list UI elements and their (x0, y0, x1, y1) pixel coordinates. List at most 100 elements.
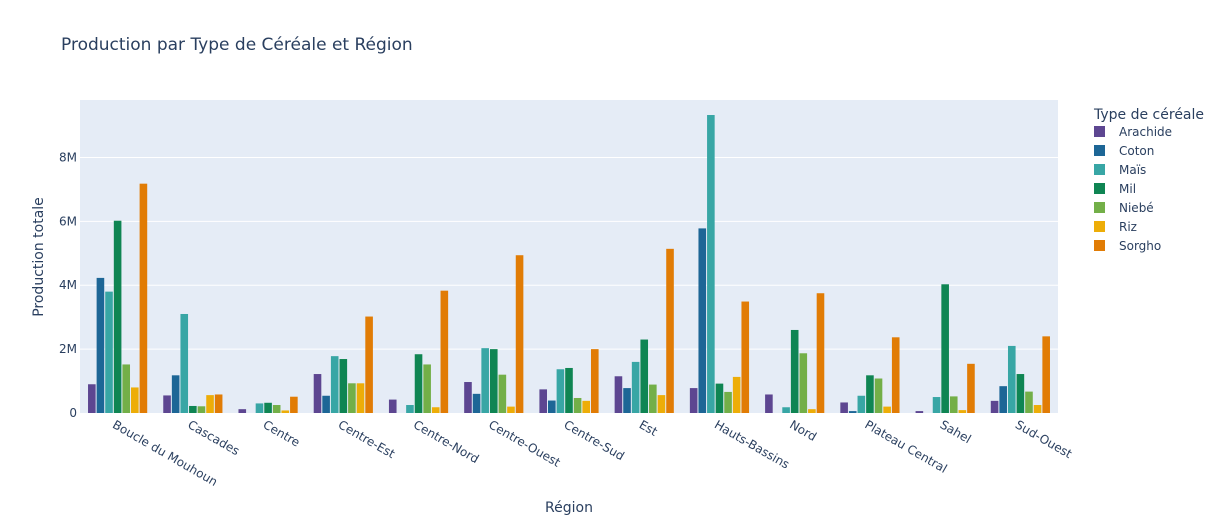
bar-coton-cascades[interactable] (171, 375, 180, 413)
bar-arachide-sud-ouest[interactable] (990, 400, 999, 413)
bar-arachide-cascades[interactable] (163, 395, 171, 413)
legend-swatch[interactable] (1094, 126, 1105, 137)
legend-item-label[interactable]: Niebé (1119, 201, 1154, 215)
bar-arachide-plateau-central[interactable] (840, 402, 848, 413)
bar-sorgho-nord[interactable] (816, 293, 825, 413)
bar-maïs-plateau-central[interactable] (857, 395, 866, 413)
bar-maïs-nord[interactable] (782, 407, 790, 413)
bar-niebé-sud-ouest[interactable] (1025, 391, 1033, 413)
bar-niebé-boucle-du-mouhoun[interactable] (122, 364, 131, 413)
bar-maïs-centre[interactable] (255, 403, 264, 413)
bar-niebé-cascades[interactable] (197, 406, 206, 413)
bar-riz-centre-sud[interactable] (582, 400, 590, 413)
bar-arachide-centre-nord[interactable] (388, 399, 397, 413)
bar-mil-sud-ouest[interactable] (1016, 374, 1025, 413)
legend-swatch[interactable] (1094, 164, 1105, 175)
bar-sorgho-boucle-du-mouhoun[interactable] (139, 183, 148, 413)
bar-niebé-centre-ouest[interactable] (498, 374, 507, 413)
legend-item-label[interactable]: Mil (1119, 182, 1136, 196)
bar-coton-boucle-du-mouhoun[interactable] (96, 277, 105, 413)
bar-sorgho-centre-ouest[interactable] (515, 255, 524, 413)
bar-sorgho-sud-ouest[interactable] (1042, 336, 1050, 413)
bar-sorgho-plateau-central[interactable] (891, 337, 900, 413)
bar-niebé-centre-sud[interactable] (573, 397, 582, 413)
legend-item-label[interactable]: Coton (1119, 144, 1154, 158)
bar-maïs-est[interactable] (631, 361, 640, 413)
bar-riz-centre-ouest[interactable] (507, 406, 515, 413)
bar-riz-nord[interactable] (808, 409, 816, 413)
bar-mil-hauts-bassins[interactable] (715, 383, 724, 413)
bar-riz-cascades[interactable] (206, 395, 214, 413)
bar-maïs-centre-sud[interactable] (556, 369, 565, 413)
bar-riz-sud-ouest[interactable] (1033, 405, 1042, 413)
legend-item-label[interactable]: Sorgho (1119, 239, 1161, 253)
bar-arachide-hauts-bassins[interactable] (689, 388, 698, 413)
bar-coton-sud-ouest[interactable] (999, 386, 1007, 413)
bar-niebé-est[interactable] (649, 384, 657, 413)
bar-sorgho-centre-sud[interactable] (590, 349, 599, 413)
bar-arachide-centre-est[interactable] (313, 374, 322, 413)
bar-mil-plateau-central[interactable] (866, 375, 874, 413)
bar-sorgho-sahel[interactable] (967, 363, 975, 413)
bar-mil-boucle-du-mouhoun[interactable] (113, 220, 122, 413)
legend-swatch[interactable] (1094, 221, 1105, 232)
bar-mil-centre-nord[interactable] (414, 354, 423, 413)
bar-niebé-centre-est[interactable] (348, 383, 356, 413)
bar-sorgho-est[interactable] (666, 248, 674, 413)
bar-sorgho-hauts-bassins[interactable] (741, 301, 750, 413)
bar-maïs-centre-ouest[interactable] (481, 348, 489, 413)
bar-maïs-boucle-du-mouhoun[interactable] (105, 291, 113, 413)
bar-niebé-hauts-bassins[interactable] (724, 391, 732, 413)
bar-riz-hauts-bassins[interactable] (732, 376, 741, 413)
bar-niebé-centre[interactable] (272, 405, 281, 413)
bar-coton-plateau-central[interactable] (848, 411, 857, 413)
legend-swatch[interactable] (1094, 202, 1105, 213)
bar-coton-centre-ouest[interactable] (472, 393, 481, 413)
bar-niebé-plateau-central[interactable] (874, 378, 883, 413)
bar-arachide-boucle-du-mouhoun[interactable] (88, 384, 96, 413)
bar-riz-plateau-central[interactable] (883, 406, 891, 413)
bar-arachide-centre[interactable] (238, 409, 247, 413)
bar-mil-est[interactable] (640, 339, 649, 413)
bar-riz-est[interactable] (657, 395, 666, 413)
bar-maïs-centre-nord[interactable] (406, 405, 414, 413)
bar-maïs-sahel[interactable] (932, 397, 941, 413)
bar-maïs-hauts-bassins[interactable] (707, 115, 715, 413)
bar-riz-centre[interactable] (281, 410, 290, 413)
bar-niebé-centre-nord[interactable] (423, 364, 431, 413)
legend-item-label[interactable]: Riz (1119, 220, 1137, 234)
bar-mil-centre[interactable] (264, 402, 272, 413)
bar-sorgho-cascades[interactable] (214, 394, 223, 413)
bar-arachide-sahel[interactable] (915, 411, 924, 413)
legend-swatch[interactable] (1094, 183, 1105, 194)
bar-coton-est[interactable] (623, 388, 631, 413)
bar-mil-nord[interactable] (790, 329, 799, 413)
bar-riz-centre-nord[interactable] (431, 407, 440, 413)
legend-swatch[interactable] (1094, 240, 1105, 251)
bar-sorgho-centre[interactable] (290, 396, 298, 413)
bar-arachide-nord[interactable] (765, 394, 773, 413)
bar-mil-cascades[interactable] (189, 405, 197, 413)
bar-coton-centre-est[interactable] (322, 395, 330, 413)
legend-item-label[interactable]: Arachide (1119, 125, 1172, 139)
bar-sorgho-centre-nord[interactable] (440, 290, 449, 413)
bar-mil-centre-ouest[interactable] (489, 349, 498, 413)
bar-riz-boucle-du-mouhoun[interactable] (131, 387, 139, 413)
bar-mil-sahel[interactable] (941, 284, 949, 413)
bar-maïs-cascades[interactable] (180, 313, 189, 413)
bar-maïs-centre-est[interactable] (330, 356, 339, 413)
bar-arachide-centre-sud[interactable] (539, 389, 548, 413)
bar-maïs-sud-ouest[interactable] (1007, 345, 1016, 413)
bar-arachide-est[interactable] (614, 376, 623, 413)
bar-mil-centre-est[interactable] (339, 359, 348, 413)
bar-sorgho-centre-est[interactable] (365, 316, 373, 413)
bar-mil-centre-sud[interactable] (565, 367, 573, 413)
bar-coton-hauts-bassins[interactable] (698, 228, 707, 413)
bar-riz-sahel[interactable] (958, 410, 967, 413)
legend-swatch[interactable] (1094, 145, 1105, 156)
bar-niebé-sahel[interactable] (949, 396, 958, 413)
legend-item-label[interactable]: Maïs (1119, 163, 1146, 177)
bar-coton-centre-sud[interactable] (548, 400, 556, 413)
bar-arachide-centre-ouest[interactable] (464, 382, 472, 413)
bar-riz-centre-est[interactable] (356, 383, 365, 413)
